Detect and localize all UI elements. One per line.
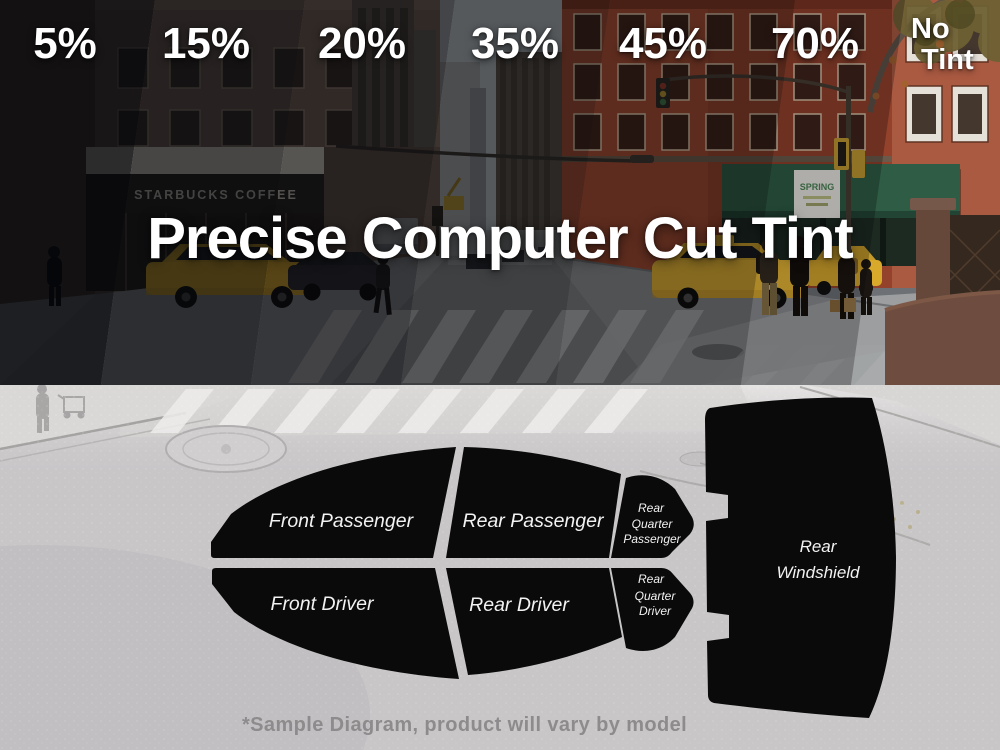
spring-poster-text: SPRING xyxy=(800,182,835,192)
rear-windshield-film-piece xyxy=(705,397,896,718)
front-passenger-film-piece xyxy=(211,447,456,558)
tint-level-line: No xyxy=(911,13,950,45)
tint-level-label-70: 70% xyxy=(771,22,859,66)
front-passenger-label: Front Passenger xyxy=(269,510,415,532)
film-piece-labels: Front Passenger Rear Passenger Rear Quar… xyxy=(269,501,860,618)
rear-passenger-film-piece xyxy=(446,447,621,558)
tint-level-label-45: 45% xyxy=(619,22,707,66)
rear-quarter-passenger-label-line3: Passenger xyxy=(623,532,681,546)
rear-driver-film-piece xyxy=(446,568,622,675)
rear-passenger-label: Rear Passenger xyxy=(463,510,605,532)
rear-windshield-label-line1: Rear xyxy=(800,537,838,556)
tint-level-label-20: 20% xyxy=(318,22,406,66)
rear-quarter-passenger-label-line1: Rear xyxy=(638,501,665,515)
tint-level-line: 45% xyxy=(618,19,708,68)
tint-level-label-no-tint: No Tint xyxy=(911,14,974,76)
tint-level-label-5: 5% xyxy=(33,22,97,66)
rear-windshield-label-line2: Windshield xyxy=(777,563,861,582)
tint-level-line: 5% xyxy=(33,19,97,68)
front-driver-film-piece xyxy=(212,568,459,679)
tint-level-line: 70% xyxy=(770,19,860,68)
diagram-section: Front Passenger Rear Passenger Rear Quar… xyxy=(0,385,1000,750)
tint-level-line: Tint xyxy=(921,44,974,76)
rear-quarter-driver-film-piece xyxy=(611,568,694,651)
tint-level-line: 15% xyxy=(161,19,251,68)
tree-foliage xyxy=(867,0,1000,113)
film-pieces xyxy=(211,397,896,718)
rear-quarter-driver-label-line1: Rear xyxy=(638,572,665,586)
tint-level-line: 35% xyxy=(470,19,560,68)
starbucks-sign-text: STARBUCKS COFFEE xyxy=(134,188,298,202)
tint-level-line: 20% xyxy=(317,19,407,68)
pedestrian-group-right xyxy=(756,236,872,319)
tint-level-label-35: 35% xyxy=(471,22,559,66)
rear-quarter-driver-label-line3: Driver xyxy=(639,604,672,618)
front-driver-label: Front Driver xyxy=(271,593,375,615)
rear-quarter-passenger-label-line2: Quarter xyxy=(632,517,674,531)
rear-driver-label: Rear Driver xyxy=(469,594,570,616)
film-diagram: Front Passenger Rear Passenger Rear Quar… xyxy=(0,385,1000,750)
tint-level-label-15: 15% xyxy=(162,22,250,66)
footnote: *Sample Diagram, product will vary by mo… xyxy=(242,714,688,736)
rear-quarter-driver-label-line2: Quarter xyxy=(635,589,677,603)
street-photo-section: STARBUCKS COFFEE xyxy=(0,0,1000,385)
rear-quarter-passenger-film-piece xyxy=(611,475,694,558)
headline: Precise Computer Cut Tint xyxy=(147,206,853,271)
brownstone-fence xyxy=(884,198,1000,385)
